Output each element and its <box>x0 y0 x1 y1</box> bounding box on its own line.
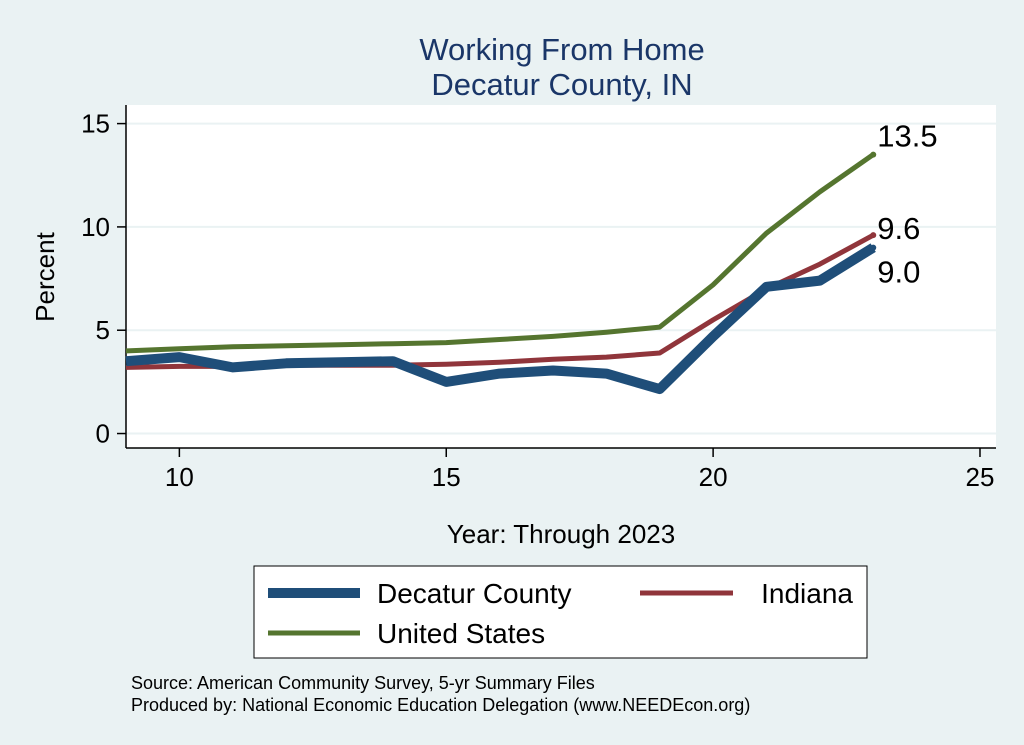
y-tick-label: 10 <box>81 212 110 242</box>
y-tick-label: 15 <box>81 109 110 139</box>
series-line-decatur-county <box>125 243 876 395</box>
series-end-point <box>870 232 877 239</box>
legend-label-united-states: United States <box>377 618 545 649</box>
series-end-point <box>870 151 877 158</box>
end-label-united-states: 13.5 <box>877 119 937 154</box>
legend-box <box>253 565 868 659</box>
series-line-united-states <box>125 152 875 354</box>
chart-subtitle: Decatur County, IN <box>431 67 692 102</box>
source-note: Source: American Community Survey, 5-yr … <box>131 673 595 693</box>
axes: 0 5 10 15 10 15 20 25 <box>81 105 996 492</box>
gridlines <box>126 122 996 435</box>
series-end-point <box>870 244 877 251</box>
y-axis-title: Percent <box>30 231 60 321</box>
x-tick-label: 25 <box>966 462 995 492</box>
y-tick-label: 0 <box>96 419 110 449</box>
series-lines <box>125 151 877 395</box>
plot-area <box>126 105 996 448</box>
legend-label-indiana: Indiana <box>761 578 853 609</box>
end-labels: 9.0 9.6 13.5 <box>877 119 937 290</box>
legend-label-decatur-county: Decatur County <box>377 578 572 609</box>
y-tick-label: 5 <box>96 315 110 345</box>
x-tick-label: 20 <box>699 462 728 492</box>
x-tick-label: 15 <box>432 462 461 492</box>
end-label-indiana: 9.6 <box>877 211 920 246</box>
legend: Decatur County Indiana United States <box>253 565 868 659</box>
produced-by-note: Produced by: National Economic Education… <box>131 695 750 715</box>
chart-title: Working From Home <box>419 32 704 67</box>
x-axis-title: Year: Through 2023 <box>447 519 675 549</box>
end-label-decatur-county: 9.0 <box>877 255 920 290</box>
x-tick-label: 10 <box>165 462 194 492</box>
